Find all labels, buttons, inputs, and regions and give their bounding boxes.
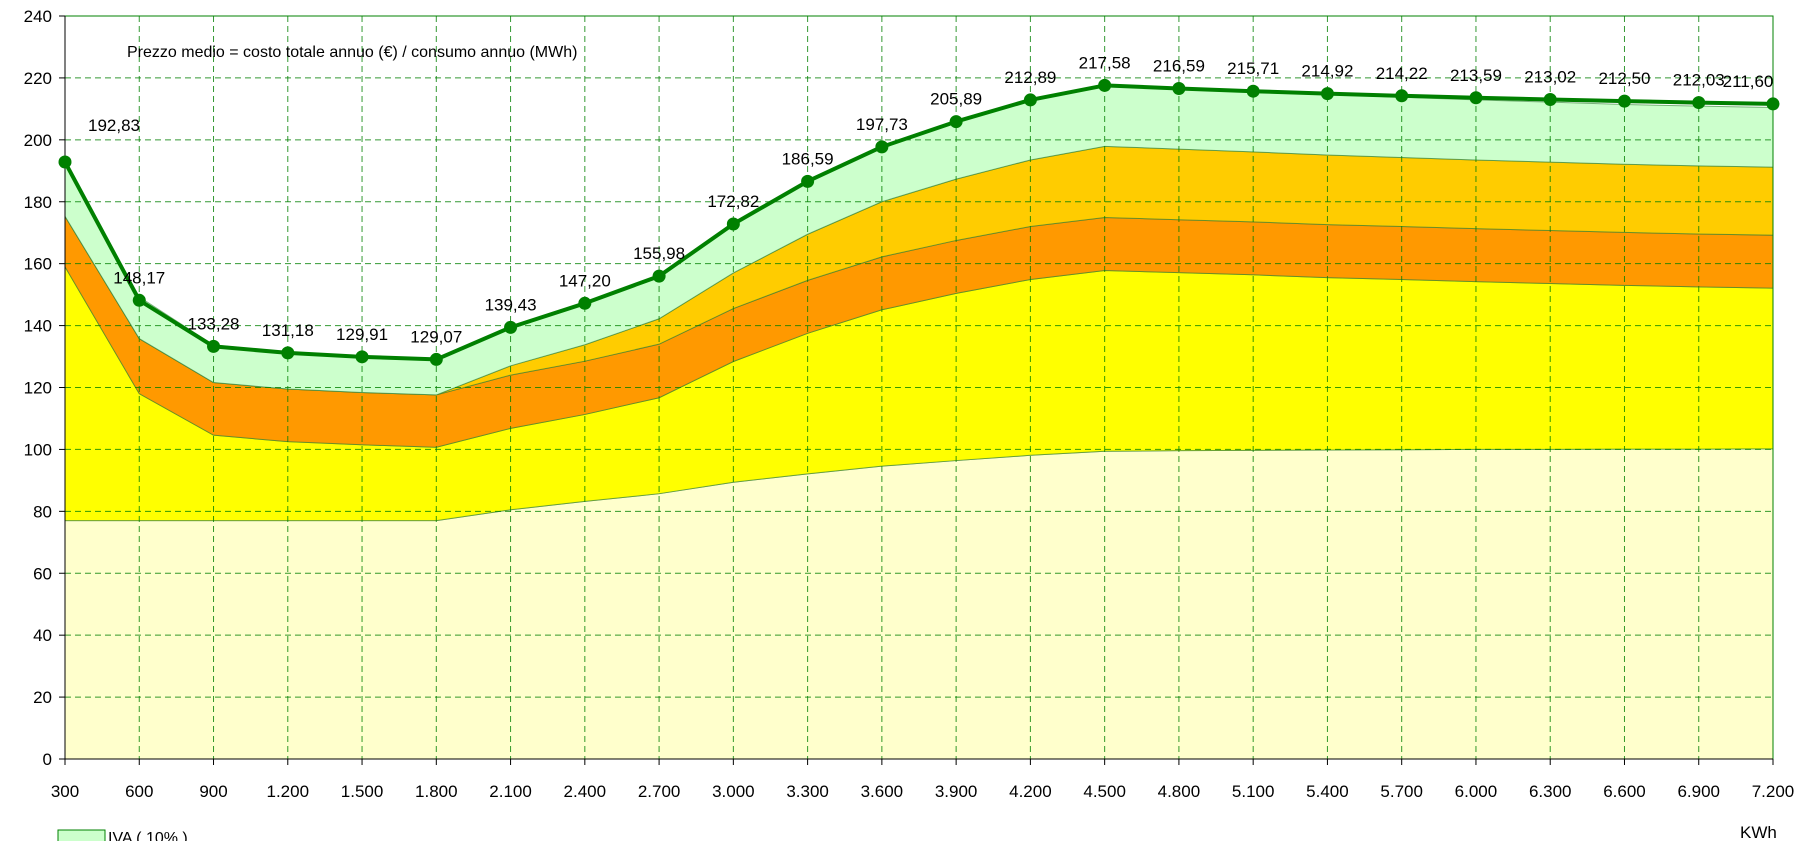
data-label: 139,43: [485, 295, 537, 314]
data-point: [355, 350, 369, 364]
x-tick-label: 1.500: [341, 782, 384, 801]
x-tick-label: 3.000: [712, 782, 755, 801]
data-label: 217,58: [1079, 53, 1131, 72]
data-point: [429, 352, 443, 366]
data-point: [1023, 93, 1037, 107]
y-tick-label: 60: [33, 564, 52, 583]
axes: 0 20 40 60 80 100 120 140 160 180 200 220 240 300 600 9…: [24, 7, 1795, 801]
x-tick-label: 6.000: [1455, 782, 1498, 801]
data-label: 213,59: [1450, 66, 1502, 85]
data-point: [1617, 94, 1631, 108]
data-point: [652, 269, 666, 283]
data-label: 147,20: [559, 271, 611, 290]
data-label: 205,89: [930, 90, 982, 109]
data-point: [1469, 91, 1483, 105]
data-label: 155,98: [633, 244, 685, 263]
legend-swatch: [57, 829, 106, 841]
data-label: 172,82: [707, 192, 759, 211]
data-point: [207, 339, 221, 353]
y-tick-label: 160: [24, 255, 52, 274]
annotation: Prezzo medio = costo totale annuo (€) / …: [127, 44, 577, 61]
data-point: [726, 217, 740, 231]
data-label: 211,60: [1723, 72, 1774, 91]
y-tick-label: 180: [24, 193, 52, 212]
x-tick-label: 1.800: [415, 782, 458, 801]
data-label: 216,59: [1153, 56, 1205, 75]
x-tick-label: 3.600: [861, 782, 904, 801]
series-line: [63, 83, 1774, 362]
data-point: [1172, 81, 1186, 95]
data-point: [949, 115, 963, 129]
x-tick-label: 4.800: [1158, 782, 1201, 801]
data-label: 212,89: [1004, 68, 1056, 87]
data-point: [801, 174, 815, 188]
y-tick-label: 120: [24, 379, 52, 398]
data-point: [875, 140, 889, 154]
data-point: [1543, 93, 1557, 107]
legend: IVA ( 10% ): [57, 829, 188, 841]
stacked-areas: [64, 84, 1774, 760]
x-tick-label: 5.700: [1380, 782, 1423, 801]
data-point: [1395, 89, 1409, 103]
data-label: 212,50: [1598, 69, 1650, 88]
x-tick-label: 2.100: [489, 782, 532, 801]
x-unit-label: KWh: [1740, 823, 1777, 841]
data-point: [1246, 84, 1260, 98]
data-label: 215,71: [1227, 59, 1279, 78]
x-tick-label: 4.500: [1083, 782, 1126, 801]
data-label: 129,91: [336, 325, 388, 344]
x-tick-label: 6.900: [1677, 782, 1720, 801]
data-label: 133,28: [188, 314, 240, 333]
x-tick-label: 900: [199, 782, 227, 801]
x-tick-label: 2.400: [564, 782, 607, 801]
data-point: [1766, 97, 1780, 111]
data-label: 192,83: [88, 116, 140, 135]
data-label: 214,22: [1376, 64, 1428, 83]
data-labels: 192,83 148,17 133,28 131,18 129,91 129,07 139,…: [88, 53, 1773, 346]
data-label: 212,03: [1673, 71, 1725, 90]
x-tick-label: 2.700: [638, 782, 681, 801]
x-tick-label: 300: [51, 782, 79, 801]
data-point: [1692, 96, 1706, 110]
y-tick-label: 0: [43, 750, 52, 769]
y-tick-label: 240: [24, 7, 52, 26]
data-label: 197,73: [856, 115, 908, 134]
data-label: 186,59: [782, 149, 834, 168]
x-tick-label: 3.300: [786, 782, 829, 801]
x-tick-label: 4.200: [1009, 782, 1052, 801]
data-label: 131,18: [262, 321, 314, 340]
x-tick-label: 3.900: [935, 782, 978, 801]
x-tick-label: 5.400: [1306, 782, 1349, 801]
data-point: [578, 296, 592, 310]
data-point: [281, 346, 295, 360]
y-tick-label: 140: [24, 317, 52, 336]
y-tick-label: 220: [24, 69, 52, 88]
data-point: [1098, 78, 1112, 92]
data-point: [1320, 87, 1334, 101]
y-tick-label: 20: [33, 688, 52, 707]
x-tick-label: 5.100: [1232, 782, 1275, 801]
y-tick-label: 80: [33, 502, 52, 521]
data-label: 214,92: [1301, 62, 1353, 81]
y-tick-label: 200: [24, 131, 52, 150]
legend-label: IVA ( 10% ): [108, 830, 188, 841]
data-point: [132, 293, 146, 307]
x-tick-label: 6.600: [1603, 782, 1646, 801]
x-tick-label: 1.200: [267, 782, 310, 801]
x-tick-label: 7.200: [1752, 782, 1795, 801]
y-tick-label: 40: [33, 626, 52, 645]
data-label: 213,02: [1524, 68, 1576, 87]
data-label: 148,17: [113, 268, 165, 287]
price-line: [58, 78, 1780, 366]
data-point: [58, 155, 72, 169]
data-point: [504, 320, 518, 334]
data-label: 129,07: [410, 327, 462, 346]
x-tick-label: 6.300: [1529, 782, 1572, 801]
y-tick-label: 100: [24, 440, 52, 459]
x-tick-label: 600: [125, 782, 153, 801]
